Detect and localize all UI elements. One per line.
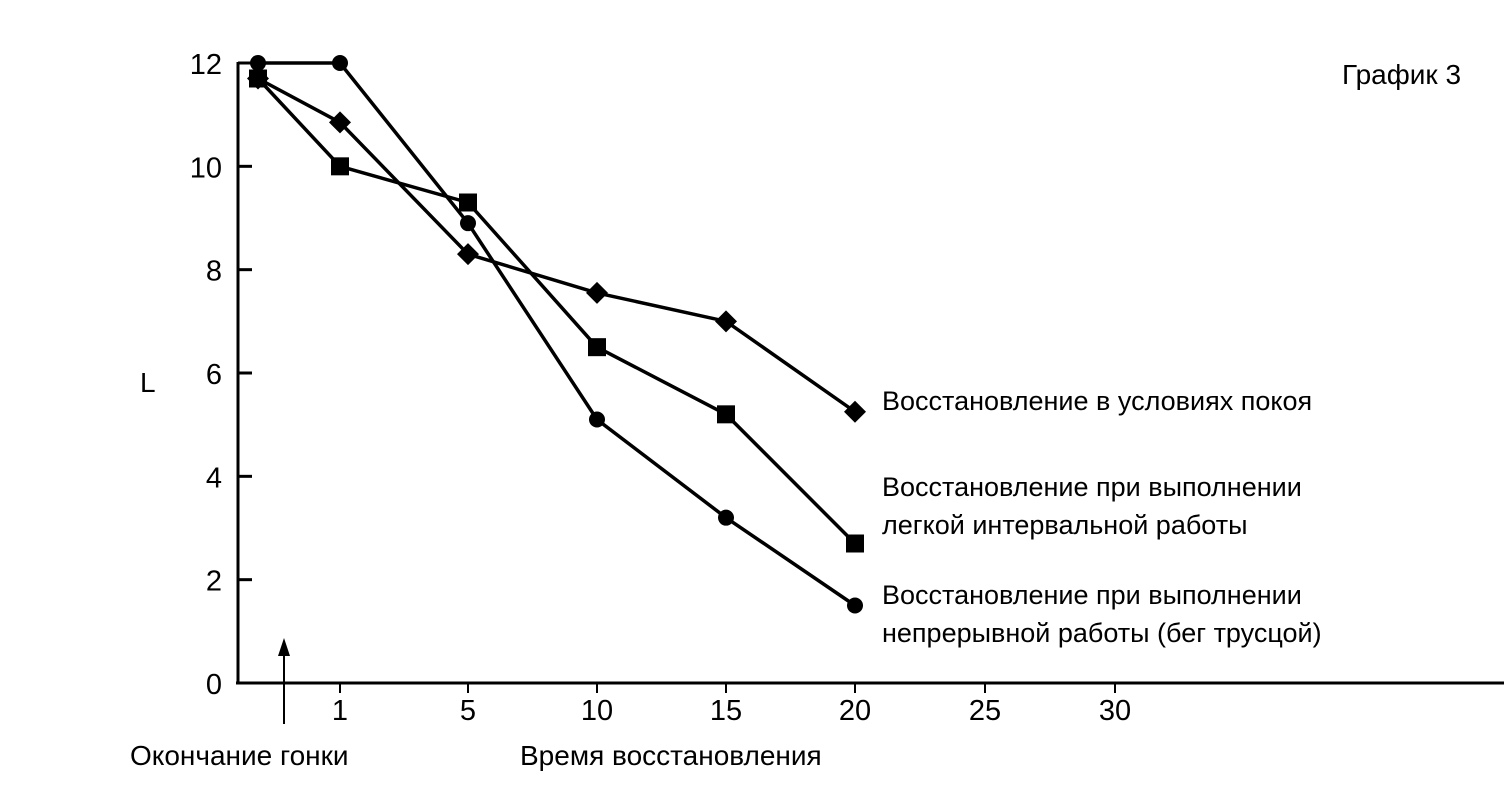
x-tick-label: 15 (710, 695, 742, 727)
data-point-square (249, 69, 267, 88)
data-point-circle (460, 215, 476, 232)
race-end-arrow-icon (278, 638, 290, 724)
data-point-circle (250, 55, 266, 71)
y-tick-label: 2 (206, 566, 222, 598)
x-tick-label: 20 (839, 695, 871, 727)
data-point-circle (589, 411, 605, 428)
x-tick-label: 30 (1099, 695, 1131, 727)
data-point-square (588, 338, 606, 357)
x-tick-label: 10 (581, 695, 613, 727)
series-label: Восстановление при выполнении (882, 472, 1302, 502)
series-label: непрерывной работы (бег трусцой) (882, 618, 1322, 648)
x-tick-label: 1 (332, 695, 348, 727)
y-tick-label: 6 (206, 359, 222, 391)
y-tick-label: 12 (190, 49, 222, 81)
y-tick-label: 0 (206, 669, 222, 701)
data-point-square (459, 193, 477, 212)
series-line-square (256, 77, 857, 545)
series-label: Восстановление в условиях покоя (882, 386, 1312, 416)
data-point-circle (718, 509, 734, 526)
x-axis-label: Время восстановления (520, 740, 822, 771)
y-tick-label: 4 (206, 462, 222, 494)
series-line-diamond (257, 76, 857, 414)
data-point-diamond (457, 243, 479, 266)
series-label: Восстановление при выполнении (882, 580, 1302, 610)
y-tick-label: 8 (206, 256, 222, 288)
series-label: легкой интервальной работы (882, 510, 1248, 540)
data-point-diamond (586, 281, 608, 304)
data-point-diamond (715, 310, 737, 333)
data-point-square (846, 534, 864, 553)
x-tick-label: 5 (460, 695, 476, 727)
series-line-circle (258, 61, 856, 607)
chart-title: График 3 (1342, 59, 1461, 90)
data-point-circle (847, 597, 863, 614)
race-end-label: Окончание гонки (130, 740, 349, 771)
data-point-diamond (844, 400, 866, 423)
data-point-diamond (329, 111, 351, 134)
data-point-square (717, 405, 735, 424)
y-tick-label: 10 (190, 152, 222, 184)
y-axis-label: L (140, 367, 156, 398)
data-point-square (331, 157, 349, 176)
x-tick-label: 25 (969, 695, 1001, 727)
data-point-circle (332, 55, 348, 71)
